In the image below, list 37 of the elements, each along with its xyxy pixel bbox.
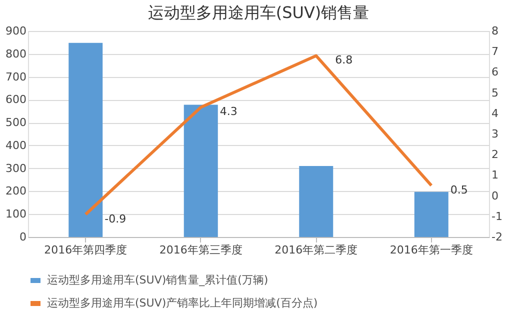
data-label: -0.9 [104, 212, 126, 226]
y-tick-label: 300 [6, 162, 26, 175]
y2-tick-label: 5 [492, 86, 498, 100]
y2-tick-label: -2 [492, 230, 502, 244]
bar [414, 192, 448, 237]
bar [184, 104, 218, 237]
y-tick-label: 0 [20, 230, 26, 244]
y2-tick-label: 2 [492, 148, 498, 162]
legend-label: 运动型多用途用车(SUV)产销率比上年同期增减(百分点) [47, 296, 318, 310]
y-tick-label: 900 [6, 24, 26, 38]
y2-tick-label: 8 [492, 24, 498, 38]
y-tick-label: 800 [6, 47, 26, 60]
y-tick-label: 200 [6, 184, 26, 198]
y2-tick-label: 3 [492, 128, 498, 140]
y2-tick-label: 4 [492, 106, 498, 120]
y2-tick-label: -1 [492, 210, 502, 223]
y2-tick-label: 0 [492, 189, 498, 202]
data-label: 0.5 [450, 184, 468, 196]
y-tick-label: 600 [6, 93, 26, 106]
bar [68, 42, 103, 237]
y2-tick-label: 1 [492, 168, 498, 182]
data-label: 6.8 [335, 54, 353, 67]
y2-tick-label: 7 [492, 45, 498, 58]
line-series [84, 54, 433, 216]
x-tick-label: 2016年第一季度 [390, 244, 473, 256]
x-tick-label: 2016年第四季度 [44, 244, 128, 256]
y-tick-label: 400 [6, 138, 26, 152]
legend-label: 运动型多用途用车(SUV)销售量_累计值(万辆) [47, 274, 268, 286]
y-tick-label: 500 [6, 116, 26, 130]
data-label: 4.3 [220, 105, 238, 118]
x-tick-label: 2016年第二季度 [274, 244, 358, 256]
y2-tick-label: 6 [492, 66, 498, 79]
chart-title: 运动型多用途用车(SUV)销售量 [148, 3, 370, 22]
x-tick-label: 2016年第三季度 [159, 244, 242, 256]
y-tick-label: 100 [6, 208, 26, 221]
bar [299, 166, 334, 237]
y-tick-label: 700 [6, 70, 26, 84]
